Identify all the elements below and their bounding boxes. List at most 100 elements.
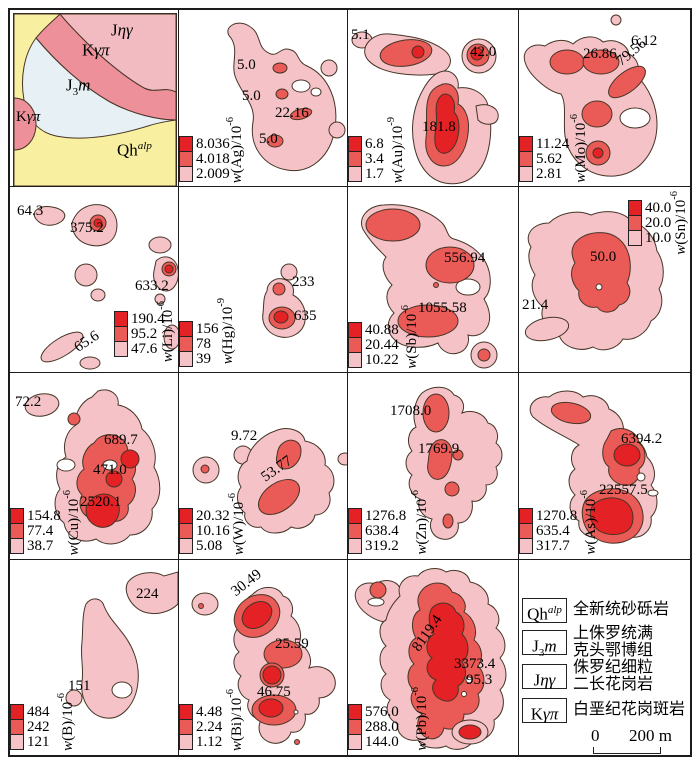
au-contour-map bbox=[351, 31, 499, 185]
sn-unit-label: w(Sn)/10-6 bbox=[669, 191, 689, 255]
scale-value: 1.12 bbox=[196, 734, 223, 750]
annotation-value: 72.2 bbox=[15, 394, 42, 410]
panel-mo: 6.12 26.86 79.56 11.24 5.62 2.81 w(Mo)/1… bbox=[519, 10, 690, 187]
scale-value: 121 bbox=[27, 734, 50, 750]
scale-box-low bbox=[179, 166, 193, 182]
sb-contour-map bbox=[361, 204, 498, 369]
scale-value: 40.88 bbox=[365, 322, 399, 338]
cu-unit-label: w(Cu)/10-6 bbox=[62, 489, 82, 555]
scale-box-mid bbox=[348, 337, 362, 353]
scale-value: 638.4 bbox=[365, 523, 399, 539]
scale-box-high bbox=[10, 508, 24, 524]
annotation-value: 1055.58 bbox=[418, 300, 467, 316]
annotation-value: 95.3 bbox=[466, 672, 493, 688]
legend-key-jurassic-granite: Jηγ bbox=[522, 664, 567, 690]
scale-value: 10.16 bbox=[196, 523, 230, 539]
hg-contour-map bbox=[262, 263, 306, 338]
scale-box-high bbox=[348, 136, 362, 152]
scale-value: 2.81 bbox=[536, 166, 563, 182]
annotation-value: 633.2 bbox=[135, 278, 169, 294]
annotation-value: 42.0 bbox=[470, 44, 497, 60]
legend-desc-cretaceous-porphyry: 白垩纪花岗斑岩 bbox=[573, 701, 686, 718]
scale-box-low bbox=[179, 351, 193, 367]
w-contour-map bbox=[192, 428, 347, 534]
panel-hg: 233 635 156 78 39 w(Hg)/10-9 bbox=[179, 187, 348, 373]
annotation-value: 6.12 bbox=[631, 33, 658, 49]
scale-box-mid bbox=[179, 523, 193, 539]
scale-value: 484 bbox=[27, 704, 50, 720]
scale-box-low bbox=[628, 230, 642, 246]
scale-box-high bbox=[628, 200, 642, 216]
legend-desc-manketouebo: 上侏罗统满 克头鄂博组 bbox=[573, 625, 654, 659]
legend-key-holocene: Qhalp bbox=[522, 598, 567, 624]
scale-value: 20.0 bbox=[645, 215, 672, 231]
sb-color-scale: 40.88 20.44 10.22 bbox=[348, 322, 444, 369]
panel-legend: Qhalp 全新统砂砾岩 J3m 上侏罗统满 克头鄂博组 Jηγ 侏罗纪细粒 二长花… bbox=[519, 560, 690, 755]
annotation-value: 224 bbox=[136, 586, 159, 602]
annotation-value: 22557.5 bbox=[599, 482, 648, 498]
scalebar-line bbox=[593, 747, 661, 754]
pb-unit-label: w(Pb)/10-6 bbox=[410, 687, 430, 751]
scale-box-high bbox=[348, 508, 362, 524]
annotation-value: 3373.4 bbox=[454, 656, 496, 672]
scale-value: 39 bbox=[196, 351, 211, 367]
b-unit-label: w(B)/10-6 bbox=[56, 693, 76, 751]
annotation-value: 22.16 bbox=[275, 105, 309, 121]
as-unit-label: w(As)/10-6 bbox=[579, 490, 599, 555]
zn-color-scale: 1276.8 638.4 319.2 bbox=[348, 508, 444, 555]
sn-contour-map bbox=[524, 211, 664, 351]
scale-value: 6.8 bbox=[365, 136, 384, 152]
scale-box-low bbox=[179, 734, 193, 750]
scale-value: 242 bbox=[27, 719, 50, 735]
annotation-value: 375.2 bbox=[70, 220, 104, 236]
scale-value: 10.0 bbox=[645, 230, 672, 246]
legend-key-manketouebo: J3m bbox=[522, 630, 567, 659]
legend-desc-jurassic-granite: 侏罗纪细粒 二长花岗岩 bbox=[573, 659, 654, 693]
panel-pb: 8119.4 3373.4 95.3 576.0 288.0 144.0 w(P… bbox=[348, 560, 519, 755]
scale-box-mid bbox=[348, 719, 362, 735]
cu-color-scale: 154.8 77.4 38.7 bbox=[10, 508, 106, 555]
ag-unit-label: w(Ag)/10-6 bbox=[225, 116, 245, 183]
b-contour-map bbox=[65, 571, 178, 719]
geologic-map-drawing bbox=[14, 14, 176, 186]
annotation-value: 5.0 bbox=[259, 131, 278, 147]
zn-unit-label: w(Zn)/10-6 bbox=[410, 490, 430, 555]
scale-box-mid bbox=[114, 326, 128, 342]
zn-contour-map bbox=[405, 386, 503, 540]
scalebar-zero: 0 bbox=[591, 726, 600, 745]
b-color-scale: 484 242 121 bbox=[10, 704, 106, 751]
panel-cu: 72.2 689.7 471.0 2520.1 154.8 77.4 38.7 … bbox=[10, 373, 179, 560]
w-unit-label: w(W)/10-6 bbox=[227, 492, 247, 555]
hg-color-scale: 156 78 39 bbox=[179, 321, 275, 368]
panel-as: 6394.2 22557.5 1270.8 635.4 317.7 w(As)/… bbox=[519, 373, 690, 560]
pb-contour-map bbox=[354, 568, 507, 750]
as-color-scale: 1270.8 635.4 317.7 bbox=[519, 508, 615, 555]
annotation-value: 2520.1 bbox=[80, 494, 122, 510]
scale-box-low bbox=[348, 352, 362, 368]
map-label-jurassic-granite: Jηγ bbox=[111, 20, 133, 40]
panel-zn: 1708.0 1769.9 1276.8 638.4 319.2 w(Zn)/1… bbox=[348, 373, 519, 560]
scale-box-high bbox=[519, 136, 533, 152]
scale-box-low bbox=[114, 341, 128, 357]
scale-value: 1.7 bbox=[365, 166, 384, 182]
scale-value: 190.4 bbox=[131, 311, 165, 327]
annotation-value: 233 bbox=[292, 274, 315, 290]
scale-value: 95.2 bbox=[131, 326, 158, 342]
scale-value: 3.4 bbox=[365, 151, 384, 167]
scale-box-high bbox=[179, 321, 193, 337]
annotation-value: 556.94 bbox=[444, 250, 486, 266]
scale-value: 5.08 bbox=[196, 538, 223, 554]
cu-contour-map bbox=[24, 389, 161, 545]
scalebar-label: 200 m bbox=[629, 726, 672, 745]
scale-value: 1276.8 bbox=[365, 508, 407, 524]
pb-color-scale: 576.0 288.0 144.0 bbox=[348, 704, 444, 751]
scale-box-mid bbox=[519, 151, 533, 167]
scale-value: 2.009 bbox=[196, 166, 230, 182]
scale-box-high bbox=[114, 311, 128, 327]
annotation-value: 5.0 bbox=[237, 57, 256, 73]
scale-value: 20.44 bbox=[365, 337, 399, 353]
au-color-scale: 6.8 3.4 1.7 bbox=[348, 136, 444, 183]
geologic-map: Jηγ Kγπ J3m Kγπ Qhalp bbox=[13, 13, 177, 186]
map-label-cretaceous-porphyry-2: Kγπ bbox=[16, 109, 41, 125]
scale-value: 47.6 bbox=[131, 341, 158, 357]
